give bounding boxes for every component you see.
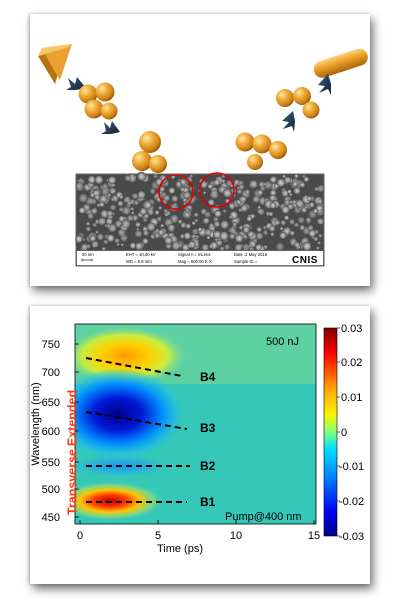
band-label-b1: B1	[200, 495, 216, 509]
highlight-circle	[158, 174, 194, 210]
arrow-icon	[318, 74, 331, 95]
highlight-circle	[199, 172, 235, 208]
heatmap	[75, 324, 316, 524]
colorbar-tick-label: 0.02	[341, 357, 362, 369]
x-tick-label: 10	[230, 530, 242, 542]
transverse-label: Transverse	[65, 449, 79, 515]
y-tick-label: 750	[42, 339, 60, 351]
y-axis: 750 700 650 600 550 500 450 Wavelength (…	[30, 339, 79, 524]
scale-bar-label: 20 nm	[82, 252, 94, 257]
b3-feature	[75, 368, 186, 460]
arrow-icon	[101, 121, 120, 134]
colorbar: 0.03 0.02 0.01 0 -0.01 -0.02 -0.03	[323, 323, 364, 543]
seed-nanoparticles	[235, 132, 287, 170]
y-axis-title: Wavelength (nm)	[30, 382, 42, 465]
arrow-icon	[66, 77, 86, 90]
band-label-b4: B4	[200, 370, 216, 384]
x-axis-title: Time (ps)	[157, 543, 203, 555]
cnis-logo: CNIS	[292, 255, 318, 266]
plot-frame	[74, 323, 317, 525]
band-label-b3: B3	[200, 421, 216, 435]
x-tick-label: 5	[155, 530, 161, 542]
colorbar-tick-label: 0	[341, 427, 347, 439]
b2-feature	[75, 454, 175, 478]
y-tick-label: 500	[42, 484, 60, 496]
small-nanoparticle-cluster	[78, 82, 118, 120]
growth-schematic-panel: 20 nm EHT = 10.00 kV WD = 6.9 mm Signal …	[30, 14, 370, 286]
sem-grain-texture	[75, 171, 325, 253]
band-label-b2: B2	[200, 459, 216, 473]
arrow-icon	[282, 111, 295, 132]
y-tick-label: 700	[42, 367, 60, 379]
y-tick-label: 650	[42, 397, 60, 409]
colorbar-tick-label: -0.02	[339, 496, 364, 508]
colorbar-tick-label: 0.01	[341, 392, 362, 404]
sem-wd: WD = 6.9 mm	[126, 259, 152, 264]
colorbar-tick-label: 0.03	[341, 323, 362, 335]
pump-energy-label: 500 nJ	[266, 336, 299, 348]
y-tick-label: 550	[42, 457, 60, 469]
x-axis: 0 5 10 15 Time (ps)	[77, 520, 320, 555]
extended-label: Extended	[65, 390, 79, 446]
colorbar-tick-label: -0.01	[339, 461, 364, 473]
pump-wavelength-label: Pump@400 nm	[225, 511, 302, 523]
x-tick-label: 0	[77, 530, 83, 542]
triangular-prism-particle	[38, 44, 72, 84]
x-tick-label: 15	[308, 530, 320, 542]
sem-signal: Signal A = InLens	[178, 252, 210, 257]
b4-trend-line	[85, 357, 183, 377]
b3-trend-line	[85, 411, 188, 430]
seed-nanoparticles	[132, 131, 167, 173]
nanorod-particle	[313, 48, 368, 78]
transient-absorption-panel: B4 B3 B2 B1 500 nJ Pump@400 nm Extended …	[30, 306, 370, 584]
sem-eht: EHT = 10.00 kV	[126, 252, 156, 257]
transient-absorption-map: B4 B3 B2 B1 500 nJ Pump@400 nm Extended …	[30, 323, 364, 555]
y-tick-label: 450	[42, 512, 60, 524]
small-nanoparticle-cluster	[276, 87, 320, 119]
colorbar-tick-label: -0.03	[339, 531, 364, 543]
sem-date: Date :2 May 2016	[234, 252, 268, 257]
y-tick-label: 600	[42, 426, 60, 438]
sem-mag: Mag = 500.00 K X	[178, 259, 212, 264]
sem-sample: Sample ID =	[234, 259, 258, 264]
growth-schematic: 20 nm EHT = 10.00 kV WD = 6.9 mm Signal …	[38, 44, 368, 267]
sem-micrograph: 20 nm EHT = 10.00 kV WD = 6.9 mm Signal …	[75, 171, 325, 267]
